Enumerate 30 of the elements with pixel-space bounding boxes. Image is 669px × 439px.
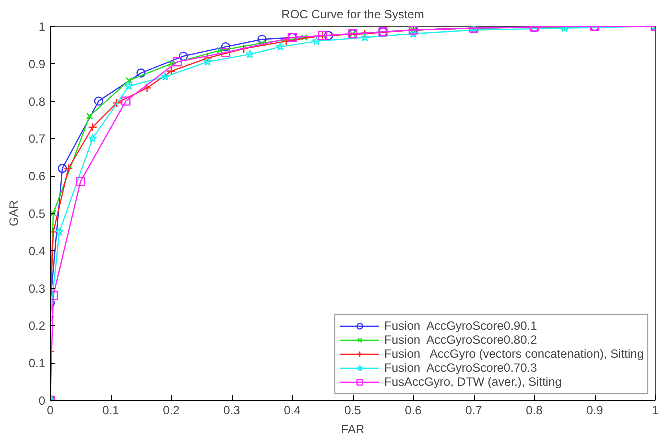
legend-label: Fusion AccGyroScore0.80.2 bbox=[384, 333, 538, 347]
y-tick-label: 0.4 bbox=[28, 244, 46, 258]
x-tick-label: 0.6 bbox=[405, 404, 422, 418]
x-tick-label: 0.1 bbox=[102, 404, 120, 418]
x-tick-label: 0.8 bbox=[526, 404, 544, 418]
y-tick-label: 0.5 bbox=[28, 207, 46, 221]
y-tick-label: 0.9 bbox=[28, 57, 46, 72]
legend-label: FusAccGyro, DTW (aver.), Sitting bbox=[384, 375, 562, 389]
y-tick-label: 0.7 bbox=[28, 132, 46, 146]
y-tick-label: 0.6 bbox=[28, 170, 46, 184]
x-tick-label: 0.5 bbox=[344, 404, 362, 418]
x-tick-label: 0.4 bbox=[284, 404, 302, 418]
x-tick-label: 0.3 bbox=[224, 404, 241, 418]
y-tick-label: 1 bbox=[38, 20, 46, 34]
legend-label: Fusion AccGyroScore0.90.1 bbox=[384, 319, 538, 333]
x-tick-label: 0.9 bbox=[586, 404, 604, 418]
y-tick-label: 0.2 bbox=[28, 319, 46, 334]
x-tick-label: 0.2 bbox=[163, 404, 180, 418]
legend-label: Fusion AccGyro (vectors concatenation), Sitting bbox=[384, 347, 644, 361]
y-axis-title: GAR bbox=[6, 200, 21, 226]
legend-label: Fusion AccGyroScore0.70.3 bbox=[384, 361, 538, 375]
x-tick-label: 0 bbox=[47, 404, 54, 418]
chart-title: ROC Curve for the System bbox=[282, 8, 424, 22]
x-tick-label: 1 bbox=[652, 404, 660, 418]
y-tick-label: 0 bbox=[38, 394, 46, 408]
x-tick-label: 0.7 bbox=[466, 404, 483, 418]
y-tick-label: 0.1 bbox=[28, 356, 46, 371]
x-axis-title: FAR bbox=[341, 422, 366, 436]
y-tick-label: 0.3 bbox=[28, 282, 46, 296]
y-tick-label: 0.8 bbox=[28, 94, 46, 109]
